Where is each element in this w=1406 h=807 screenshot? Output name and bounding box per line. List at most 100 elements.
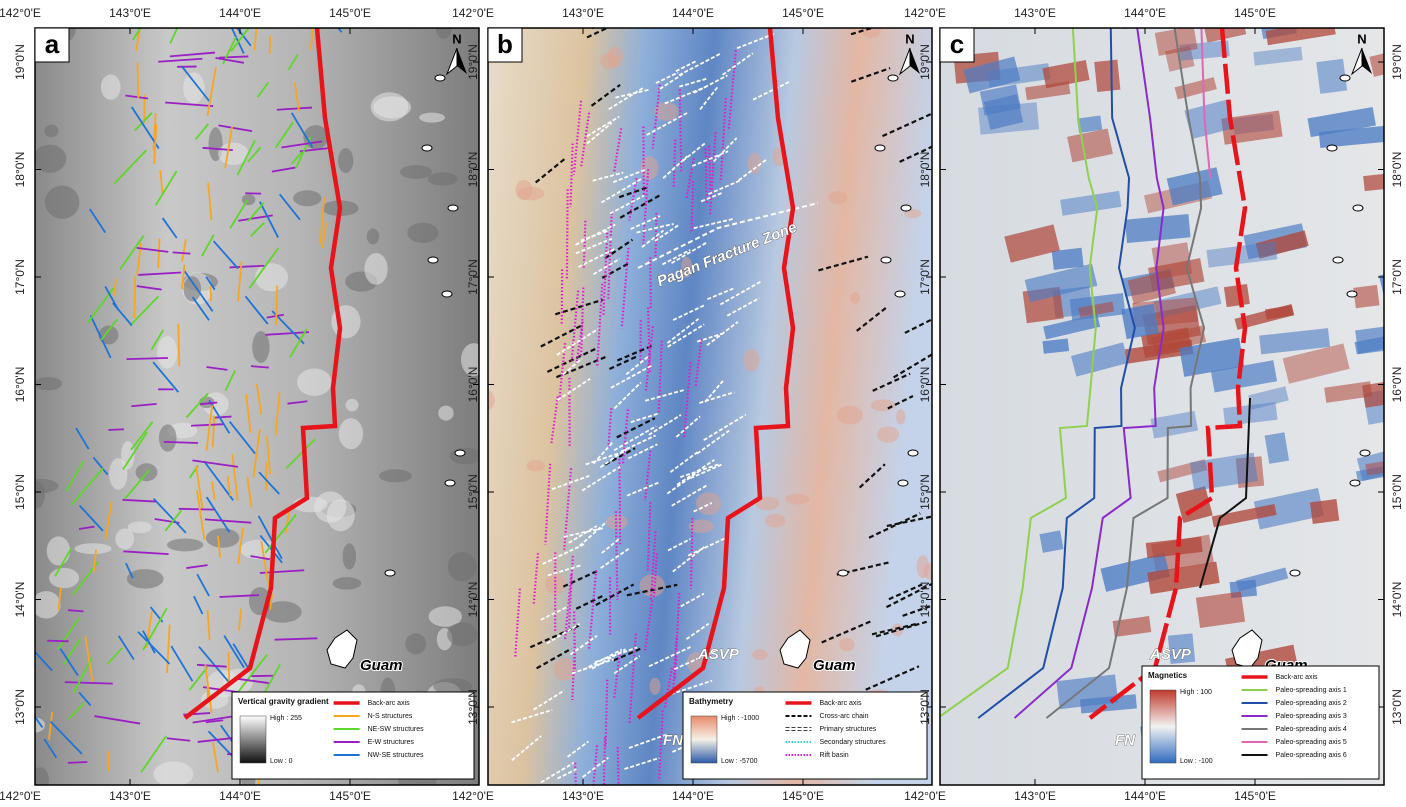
legend-box	[1142, 666, 1379, 779]
legend: BathymetryHigh : -1000Low : -5700Back-ar…	[683, 692, 927, 779]
north-label: N	[905, 31, 914, 46]
seamount-relief	[127, 569, 164, 589]
lon-tick-label: 144°0'E	[1124, 6, 1166, 20]
lat-tick-label: 18°0'N	[13, 152, 27, 188]
legend-high: High : 255	[270, 715, 302, 722]
seamount-relief	[109, 458, 127, 490]
island	[1350, 480, 1360, 486]
lat-tick-label: 17°0'N	[918, 259, 932, 295]
legend-label: Rift basin	[819, 752, 848, 759]
map-content	[20, 0, 487, 794]
seamount-relief	[364, 253, 387, 285]
lon-tick-label: 144°0'E	[219, 789, 261, 803]
seamount-relief	[49, 568, 79, 588]
lon-tick-label: 144°0'E	[672, 789, 714, 803]
seamount-relief	[167, 539, 204, 552]
magnetic-anomaly	[1227, 0, 1252, 4]
island	[428, 257, 438, 263]
lat-tick-label: 15°0'N	[13, 474, 27, 510]
seamount-relief	[99, 326, 119, 345]
structure-line	[134, 276, 135, 318]
seamount-relief	[159, 424, 177, 451]
seamount-relief	[34, 377, 62, 390]
seamount-relief	[438, 406, 453, 421]
seamount-relief	[379, 469, 412, 482]
north-label: N	[452, 31, 461, 46]
seamount-relief	[47, 536, 70, 565]
legend-label: N-S structures	[368, 713, 413, 720]
lat-tick-label: 13°0'N	[13, 689, 27, 725]
seamount-relief	[297, 368, 332, 395]
structure-line	[164, 442, 198, 443]
lat-tick-label: 19°0'N	[13, 44, 27, 80]
seamount-relief	[338, 148, 353, 173]
seamount-relief	[839, 638, 855, 651]
lon-tick-label: 142°0'E	[904, 6, 946, 20]
seamount-relief	[405, 633, 426, 654]
lat-tick-label: 19°0'N	[1390, 44, 1404, 80]
island	[908, 450, 918, 456]
lat-tick-label: 18°0'N	[466, 152, 480, 188]
seamount-relief	[101, 74, 121, 100]
seamount-relief	[115, 528, 134, 549]
seamount-relief	[407, 223, 438, 243]
legend-label: Paleo-spreading axis 5	[1276, 739, 1347, 746]
legend-low: Low : -100	[1180, 758, 1213, 765]
seamount-relief	[607, 46, 623, 67]
seamount-relief	[255, 263, 288, 291]
seamount-relief	[419, 113, 445, 123]
island	[1333, 257, 1343, 263]
seamount-relief	[45, 186, 80, 219]
structure-line	[137, 63, 138, 99]
seamount-relief	[515, 180, 532, 200]
island	[1290, 570, 1300, 576]
structure-line	[68, 610, 83, 611]
island	[838, 570, 848, 576]
lat-tick-label: 13°0'N	[1390, 689, 1404, 725]
seamount-relief	[157, 336, 177, 368]
map-content	[482, 7, 946, 807]
north-label: N	[1357, 31, 1366, 46]
magnetic-anomaly	[1310, 499, 1339, 524]
island	[1353, 205, 1363, 211]
lon-tick-label: 144°0'E	[672, 6, 714, 20]
island	[895, 291, 905, 297]
seamount-relief	[367, 229, 379, 245]
lon-tick-label: 143°0'E	[1014, 6, 1056, 20]
seamount-relief	[242, 194, 256, 205]
structure-line	[127, 358, 168, 359]
lon-tick-label: 145°0'E	[1234, 789, 1276, 803]
lon-tick-label: 142°0'E	[0, 789, 41, 803]
guam-label: Guam	[813, 657, 856, 674]
lat-tick-label: 15°0'N	[918, 474, 932, 510]
asvp-label: ASVP	[697, 646, 740, 663]
legend-label: Paleo-spreading axis 3	[1276, 713, 1347, 720]
legend: Vertical gravity gradientHigh : 255Low :…	[232, 692, 474, 779]
panel-letter: a	[45, 29, 60, 59]
legend-label: Cross-arc chain	[819, 713, 868, 720]
structure-line	[229, 652, 230, 683]
seamount-relief	[448, 552, 477, 581]
lat-tick-label: 16°0'N	[13, 367, 27, 403]
legend-label: NW-SE structures	[368, 752, 424, 759]
lon-tick-label: 145°0'E	[1234, 6, 1276, 20]
structure-line	[47, 641, 68, 642]
island	[1340, 75, 1350, 81]
lat-tick-label: 18°0'N	[918, 152, 932, 188]
legend-label: Secondary structures	[819, 739, 886, 746]
legend-label: Back-arc axis	[368, 700, 411, 707]
lat-tick-label: 13°0'N	[918, 689, 932, 725]
map-panel: 142°0'E142°0'E143°0'E143°0'E144°0'E144°0…	[904, 0, 1406, 803]
seamount-relief	[837, 406, 863, 425]
island	[888, 75, 898, 81]
island	[901, 205, 911, 211]
structure-line	[219, 56, 248, 57]
structure-line	[276, 286, 277, 326]
seamount-relief	[752, 649, 768, 660]
seamount-relief	[923, 563, 936, 580]
seamount-relief	[206, 528, 240, 548]
lat-tick-label: 14°0'N	[1390, 582, 1404, 618]
seamount-relief	[748, 152, 762, 174]
island	[1347, 291, 1357, 297]
magnetic-anomaly	[978, 102, 1039, 134]
